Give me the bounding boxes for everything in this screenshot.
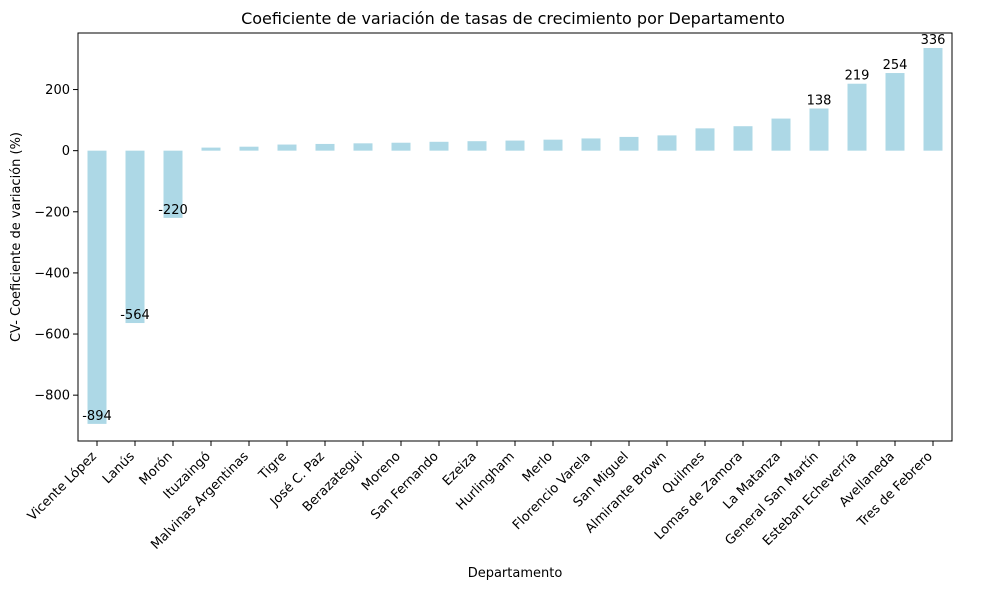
y-tick-label: −200: [34, 205, 70, 220]
bar: [315, 143, 335, 151]
y-tick-label: −600: [34, 328, 70, 343]
bar: [505, 140, 525, 151]
bar: [809, 108, 829, 151]
y-axis: −800 −600 −400 −200 0 200: [34, 83, 78, 404]
bar: [581, 138, 601, 151]
data-label: 219: [845, 69, 870, 84]
bar: [239, 146, 259, 151]
bar: [733, 126, 753, 151]
bar: [201, 147, 221, 151]
bars-group: [87, 47, 943, 424]
plot-frame: [77, 32, 953, 442]
bar: [695, 128, 715, 151]
data-label: 336: [921, 33, 946, 48]
bar: [163, 150, 183, 218]
data-label: 254: [883, 58, 908, 73]
bar: [885, 73, 905, 151]
x-tick-label: Tigre: [256, 449, 290, 483]
x-axis-label: Departamento: [468, 566, 563, 581]
y-tick-label: −800: [34, 389, 70, 404]
data-label: -220: [158, 203, 188, 218]
bar: [87, 150, 107, 424]
x-tick-label: Merlo: [520, 449, 556, 485]
x-tick-label: San Fernando: [368, 449, 442, 523]
bar: [771, 118, 791, 151]
chart-title: Coeficiente de variación de tasas de cre…: [241, 9, 785, 28]
y-tick-label: 200: [45, 83, 70, 98]
x-tick-label: Lanús: [100, 449, 138, 487]
bar: [847, 83, 867, 151]
bar: [277, 144, 297, 151]
data-label: -894: [82, 409, 112, 424]
y-axis-label: CV- Coeficiente de variación (%): [9, 132, 24, 342]
bar: [619, 136, 639, 151]
data-label: 138: [807, 93, 832, 108]
x-axis: Vicente López LanúsMorónItuzaingóMalvinas…: [25, 441, 936, 553]
bar: [125, 150, 145, 324]
bar: [923, 47, 943, 151]
bar: [353, 143, 373, 151]
y-tick-label: 0: [62, 144, 70, 159]
data-labels-group: -894 -564 -220 138 219 254 336: [82, 33, 945, 424]
bar: [391, 142, 411, 151]
bar: [657, 135, 677, 151]
y-tick-label: −400: [34, 266, 70, 281]
bar: [467, 141, 487, 151]
bar: [429, 141, 449, 151]
data-label: -564: [120, 308, 150, 323]
x-tick-label: Vicente López: [25, 449, 100, 524]
bar: [543, 139, 563, 151]
